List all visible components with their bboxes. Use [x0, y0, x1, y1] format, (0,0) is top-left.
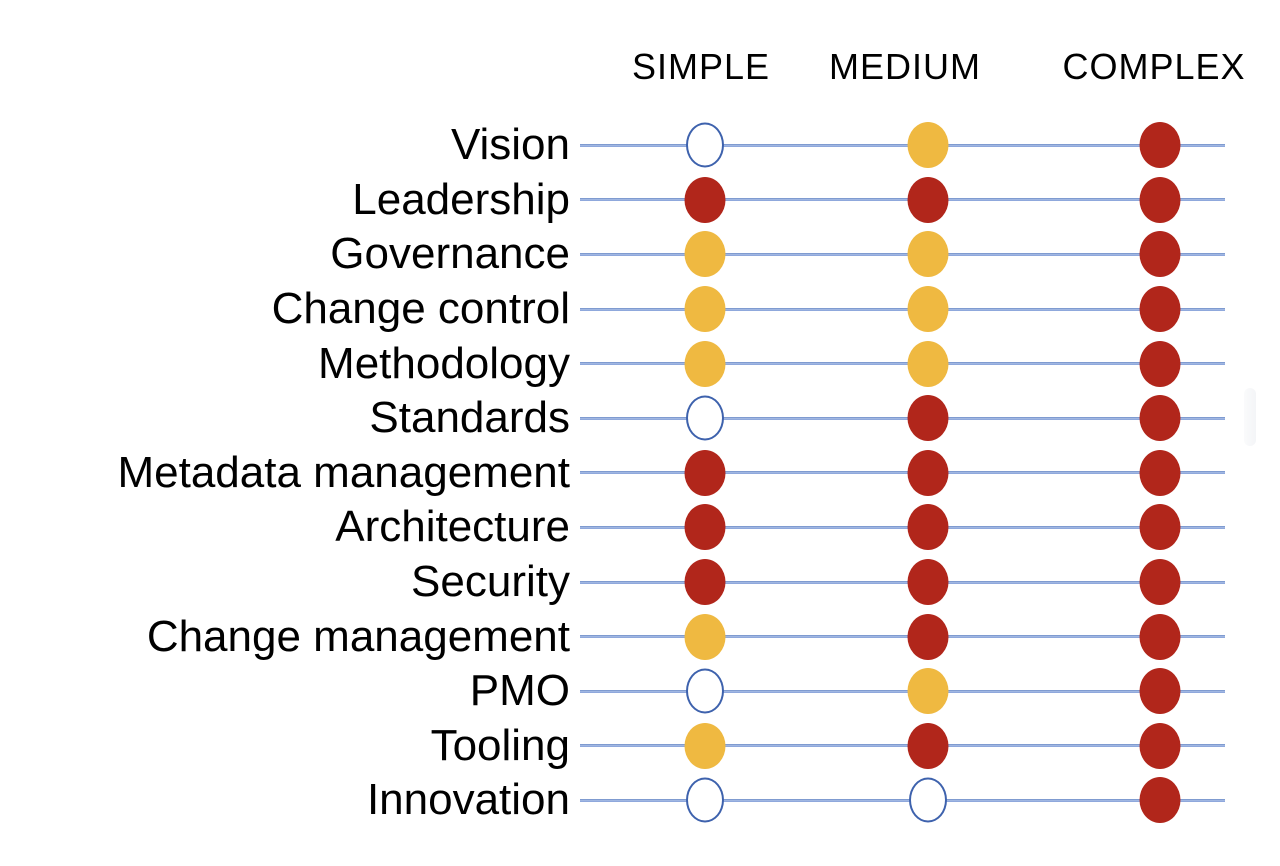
dot-white — [686, 777, 724, 823]
dot-red — [1139, 340, 1181, 387]
dot-red — [1139, 777, 1181, 824]
dot-amber — [907, 231, 949, 278]
row-label: Vision — [450, 120, 570, 170]
dot-red — [1139, 559, 1181, 606]
dot-red — [684, 176, 726, 223]
dot-amber — [684, 231, 726, 278]
dot-red — [907, 613, 949, 660]
dot-amber — [907, 122, 949, 169]
matrix-row: PMO — [0, 664, 1280, 719]
row-track — [580, 336, 1225, 391]
row-line — [580, 689, 1225, 693]
row-track — [580, 118, 1225, 173]
dot-red — [907, 722, 949, 769]
dot-white — [909, 777, 947, 823]
row-label: Security — [411, 557, 570, 607]
dot-red — [1139, 504, 1181, 551]
dot-red — [1139, 722, 1181, 769]
row-label: Architecture — [335, 502, 570, 552]
edge-artifact — [1244, 388, 1256, 446]
dot-red — [907, 449, 949, 496]
column-header-medium: MEDIUM — [829, 46, 981, 87]
row-track — [580, 500, 1225, 555]
dot-red — [1139, 395, 1181, 442]
dot-red — [907, 176, 949, 223]
dot-red — [1139, 176, 1181, 223]
row-label: Governance — [330, 229, 570, 279]
dot-red — [1139, 286, 1181, 333]
dot-amber — [907, 668, 949, 715]
dot-amber — [684, 286, 726, 333]
row-line — [580, 525, 1225, 529]
matrix-row: Change management — [0, 609, 1280, 664]
row-line — [580, 362, 1225, 366]
row-label: Change management — [146, 611, 570, 661]
dot-red — [1139, 449, 1181, 496]
row-label: Standards — [369, 393, 570, 443]
row-track — [580, 173, 1225, 228]
dot-red — [907, 395, 949, 442]
row-track — [580, 555, 1225, 610]
row-label: Tooling — [430, 720, 570, 770]
matrix-row: Standards — [0, 391, 1280, 446]
row-line — [580, 252, 1225, 256]
row-line — [580, 198, 1225, 202]
dot-amber — [907, 286, 949, 333]
row-track — [580, 227, 1225, 282]
dot-red — [684, 559, 726, 606]
matrix-row: Leadership — [0, 173, 1280, 228]
matrix-row: Change control — [0, 282, 1280, 337]
column-header-simple: SIMPLE — [631, 46, 771, 87]
row-line — [580, 143, 1225, 147]
dot-amber — [684, 722, 726, 769]
matrix-row: Security — [0, 555, 1280, 610]
dot-white — [686, 122, 724, 168]
dot-red — [684, 504, 726, 551]
dot-red — [1139, 613, 1181, 660]
row-track — [580, 664, 1225, 719]
row-track — [580, 446, 1225, 501]
row-line — [580, 798, 1225, 802]
row-label: Methodology — [318, 338, 570, 388]
row-line — [580, 471, 1225, 475]
dot-amber — [907, 340, 949, 387]
row-track — [580, 773, 1225, 828]
matrix-row: Methodology — [0, 336, 1280, 391]
column-header-complex: COMPLEX — [1062, 46, 1246, 87]
matrix-row: Tooling — [0, 719, 1280, 774]
dot-white — [686, 668, 724, 714]
dot-amber — [684, 340, 726, 387]
row-track — [580, 719, 1225, 774]
dot-red — [907, 559, 949, 606]
matrix-row: Metadata management — [0, 446, 1280, 501]
dot-white — [686, 395, 724, 441]
row-line — [580, 744, 1225, 748]
column-headers: SIMPLE MEDIUM COMPLEX — [0, 0, 1280, 96]
row-line — [580, 635, 1225, 639]
matrix-row: Governance — [0, 227, 1280, 282]
row-line — [580, 580, 1225, 584]
dot-red — [684, 449, 726, 496]
row-label: PMO — [469, 666, 570, 716]
row-label: Metadata management — [117, 447, 570, 497]
row-label: Innovation — [366, 775, 570, 825]
matrix-row: Innovation — [0, 773, 1280, 828]
dot-red — [1139, 668, 1181, 715]
row-track — [580, 391, 1225, 446]
row-label: Change control — [271, 284, 570, 334]
dot-red — [1139, 231, 1181, 278]
dot-amber — [684, 613, 726, 660]
row-track — [580, 609, 1225, 664]
matrix-row: Vision — [0, 118, 1280, 173]
row-line — [580, 416, 1225, 420]
row-label: Leadership — [352, 174, 570, 224]
matrix-rows: Vision Leadership Governance Change cont… — [0, 118, 1280, 828]
matrix-row: Architecture — [0, 500, 1280, 555]
row-track — [580, 282, 1225, 337]
dot-red — [907, 504, 949, 551]
row-line — [580, 307, 1225, 311]
dot-red — [1139, 122, 1181, 169]
